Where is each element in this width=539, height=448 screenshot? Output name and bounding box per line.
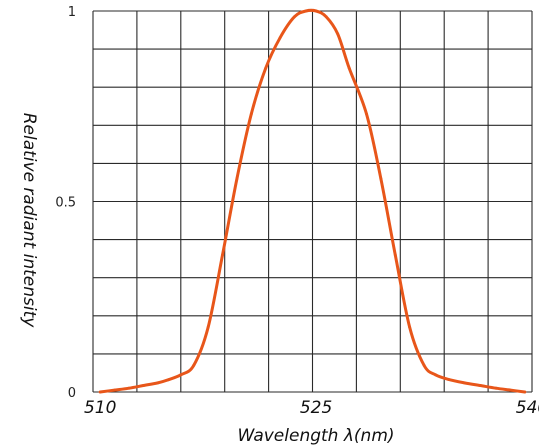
x-tick-label: 510 <box>84 398 116 418</box>
data-point <box>447 378 450 381</box>
data-point <box>113 388 116 392</box>
chart-grid <box>92 10 533 393</box>
data-point <box>167 378 171 381</box>
data-point <box>278 36 282 40</box>
data-point <box>314 9 318 13</box>
data-point <box>434 373 437 377</box>
data-point <box>523 390 527 394</box>
data-point <box>393 253 397 257</box>
data-point <box>264 66 268 70</box>
data-point <box>494 386 498 390</box>
x-axis-ticks: 510 525 540 <box>84 398 539 418</box>
x-axis-title: Wavelength λ(nm) <box>237 426 394 446</box>
data-point <box>235 177 239 181</box>
data-point <box>192 363 196 367</box>
data-point <box>206 325 210 329</box>
data-point <box>156 381 160 385</box>
y-axis-ticks: 00.51 <box>55 5 76 401</box>
data-point <box>249 112 253 116</box>
data-point <box>324 15 328 19</box>
x-tick-label: 540 <box>516 398 539 418</box>
data-point <box>98 390 102 394</box>
data-point <box>509 388 512 392</box>
x-tick-label: 525 <box>300 398 332 418</box>
data-point <box>478 384 482 387</box>
data-point <box>462 381 466 385</box>
series-line <box>98 8 527 394</box>
data-point <box>408 325 412 329</box>
y-tick-label: 0.5 <box>55 196 76 211</box>
y-axis-title: Relative radiant intensity <box>19 113 39 329</box>
y-tick-label: 1 <box>68 5 76 20</box>
data-point <box>365 112 368 116</box>
data-point <box>379 177 383 181</box>
data-point <box>179 373 183 377</box>
y-tick-label: 0 <box>68 386 76 401</box>
data-point <box>293 15 296 19</box>
data-point <box>347 66 351 70</box>
data-point <box>127 386 131 390</box>
data-point <box>304 9 308 13</box>
data-point <box>336 32 340 36</box>
data-point <box>141 384 145 387</box>
data-point <box>221 253 224 257</box>
data-point <box>422 363 426 367</box>
chart-series <box>98 8 527 394</box>
